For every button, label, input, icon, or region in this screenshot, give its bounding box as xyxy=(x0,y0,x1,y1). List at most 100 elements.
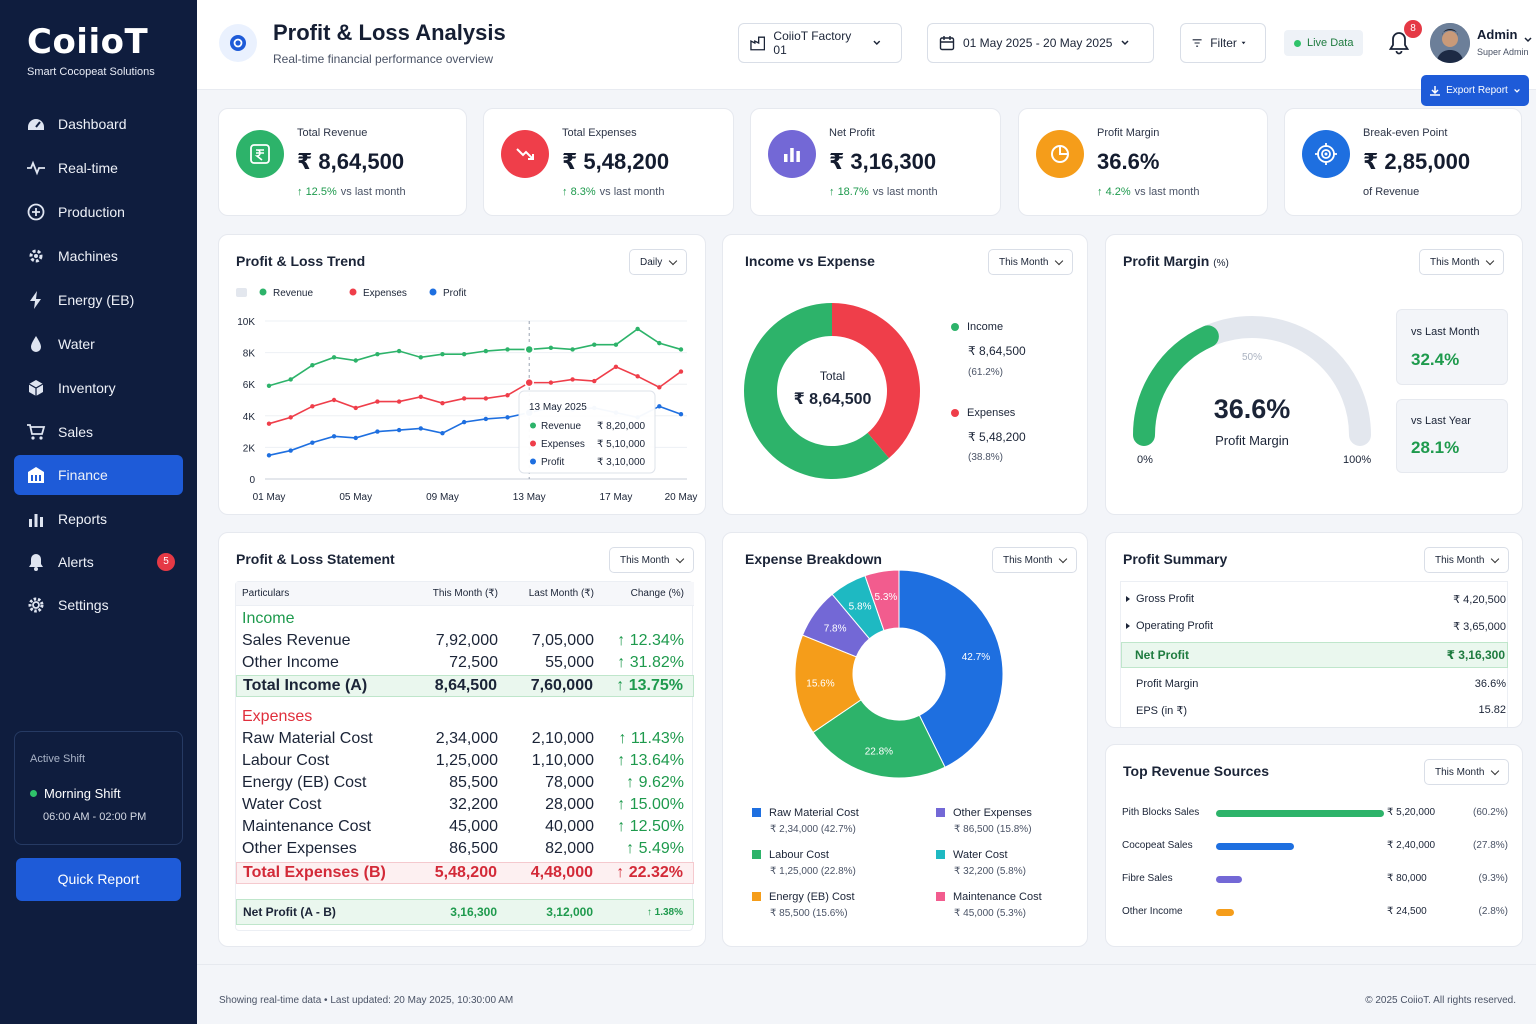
revenue-period-dropdown[interactable]: This Month xyxy=(1424,759,1510,785)
factory-name: CoiioT Factory 01 xyxy=(773,29,852,57)
legend-label: Profit xyxy=(443,288,467,299)
summary-period-dropdown[interactable]: This Month xyxy=(1424,547,1510,573)
arrow-up-icon: ↑ xyxy=(562,186,571,198)
y-tick-label: 4K xyxy=(243,412,256,423)
section-label: Income xyxy=(242,610,295,627)
factory-selector[interactable]: CoiioT Factory 01 xyxy=(738,23,902,63)
data-point xyxy=(288,377,293,382)
tooltip-label: Profit xyxy=(541,457,565,468)
alerts-count-badge: 5 xyxy=(157,553,175,571)
cell: 7,05,000 xyxy=(531,632,594,649)
y-tick-label: 0 xyxy=(249,475,255,486)
legend-item: Raw Material Cost ₹ 2,34,000 (42.7%) xyxy=(752,807,859,835)
slice-label: 15.6% xyxy=(806,678,834,689)
production-icon xyxy=(27,203,45,221)
data-point xyxy=(396,399,402,404)
kpi-label: Profit Margin xyxy=(1097,127,1160,139)
hover-point xyxy=(524,344,534,355)
kpi-change-label: vs last month xyxy=(1134,186,1200,198)
trend-down-icon xyxy=(501,130,549,178)
card-title: Expense Breakdown xyxy=(745,551,882,567)
data-point xyxy=(418,394,423,400)
brand-logo: CoiioT xyxy=(27,22,149,62)
sidebar-item-real-time[interactable]: Real-time xyxy=(14,148,183,188)
revenue-label: Fibre Sales xyxy=(1122,873,1173,884)
income-expense-dropdown[interactable]: This Month xyxy=(988,249,1074,275)
section-label: Expenses xyxy=(242,708,313,725)
summary-row-operating-profit[interactable]: Operating Profit ₹ 3,65,000 xyxy=(1122,613,1508,639)
statement-period-dropdown[interactable]: This Month xyxy=(609,547,695,573)
vs-last-month-box: vs Last Month 32.4% xyxy=(1396,309,1508,385)
footer: Showing real-time data • Last updated: 2… xyxy=(197,964,1536,1024)
revenue-bar xyxy=(1216,909,1234,916)
cell: 5,48,200 xyxy=(434,864,497,881)
data-point xyxy=(657,340,662,346)
water-drop-icon xyxy=(31,336,41,352)
cell-value: 13.75% xyxy=(628,677,683,694)
date-range-picker[interactable]: 01 May 2025 - 20 May 2025 xyxy=(927,23,1154,63)
profit-summary-card: Profit Summary This Month Gross Profit ₹ … xyxy=(1105,532,1523,728)
quick-report-button[interactable]: Quick Report xyxy=(16,858,181,901)
sidebar-item-dashboard[interactable]: Dashboard xyxy=(14,104,183,144)
donut-center-label: Total xyxy=(819,369,846,383)
trend-period-dropdown[interactable]: Daily xyxy=(629,249,688,275)
filter-button[interactable]: Filter xyxy=(1180,23,1266,63)
income-percent: (61.2%) xyxy=(968,367,1004,378)
summary-row-gross-profit[interactable]: Gross Profit ₹ 4,20,500 xyxy=(1122,586,1508,612)
cell: 86,500 xyxy=(449,840,498,857)
box-icon xyxy=(28,380,44,396)
chevron-down-icon[interactable] xyxy=(1523,35,1533,45)
data-point xyxy=(396,348,402,354)
sidebar-item-sales[interactable]: Sales xyxy=(14,412,183,452)
profit-loss-trend-card: Profit & Loss Trend Daily Revenue Expense… xyxy=(218,234,706,515)
data-point xyxy=(353,358,358,363)
y-tick-label: 10K xyxy=(237,317,255,328)
cell: 4,48,000 xyxy=(530,864,593,881)
breakdown-period-dropdown[interactable]: This Month xyxy=(992,547,1078,573)
sidebar-item-water[interactable]: Water xyxy=(14,324,183,364)
sidebar-item-machines[interactable]: Machines xyxy=(14,236,183,276)
cell: 1,25,000 xyxy=(435,752,498,769)
sidebar-item-energy[interactable]: Energy (EB) xyxy=(14,280,183,320)
sidebar-item-finance[interactable]: Finance xyxy=(14,455,183,495)
summary-label: Profit Margin xyxy=(1136,678,1199,690)
data-point xyxy=(353,435,358,441)
sidebar-item-label: Finance xyxy=(58,467,108,483)
chevron-down-icon xyxy=(1121,40,1129,46)
cell: Total Income (A) xyxy=(243,677,368,694)
chevron-down-icon xyxy=(873,40,881,45)
tooltip-value: ₹ 3,10,000 xyxy=(597,457,646,468)
cell: ↑ 1.38% xyxy=(646,906,683,918)
revenue-label: Cocopeat Sales xyxy=(1122,840,1193,851)
revenue-bar xyxy=(1216,876,1242,883)
sidebar-item-inventory[interactable]: Inventory xyxy=(14,368,183,408)
kpi-change-label: vs last month xyxy=(872,186,938,198)
sidebar-item-alerts[interactable]: Alerts 5 xyxy=(14,542,183,582)
data-point xyxy=(396,427,402,433)
notifications-button[interactable] xyxy=(1387,30,1411,61)
brand-tagline: Smart Cocopeat Solutions xyxy=(27,66,155,78)
kpi-change: ↑ 8.3% vs last month xyxy=(562,186,664,198)
summary-label: Operating Profit xyxy=(1136,620,1214,632)
legend-swatch xyxy=(752,850,761,859)
arrow-up-icon: ↑ xyxy=(297,186,306,198)
data-point xyxy=(440,351,445,357)
revenue-row: Cocopeat Sales ₹ 2,40,000 (27.8%) xyxy=(1122,836,1512,856)
download-icon xyxy=(1430,85,1441,96)
sidebar-item-settings[interactable]: Settings xyxy=(14,585,183,625)
data-point xyxy=(548,345,554,351)
margin-period-dropdown[interactable]: This Month xyxy=(1419,249,1505,275)
export-report-button[interactable]: Export Report xyxy=(1421,75,1529,106)
revenue-label: Other Income xyxy=(1122,906,1183,917)
sidebar-item-production[interactable]: Production xyxy=(14,192,183,232)
cell: Other Income xyxy=(242,654,339,671)
donut-slice-expenses xyxy=(832,303,920,459)
user-name[interactable]: Admin xyxy=(1477,27,1518,42)
cell: 45,000 xyxy=(449,818,498,835)
sidebar-item-label: Production xyxy=(58,204,125,220)
gauge-max-label: 100% xyxy=(1343,454,1372,466)
avatar[interactable] xyxy=(1430,23,1470,63)
bell-icon xyxy=(29,554,43,571)
sidebar-item-reports[interactable]: Reports xyxy=(14,499,183,539)
kpi-label: Total Expenses xyxy=(562,127,637,139)
